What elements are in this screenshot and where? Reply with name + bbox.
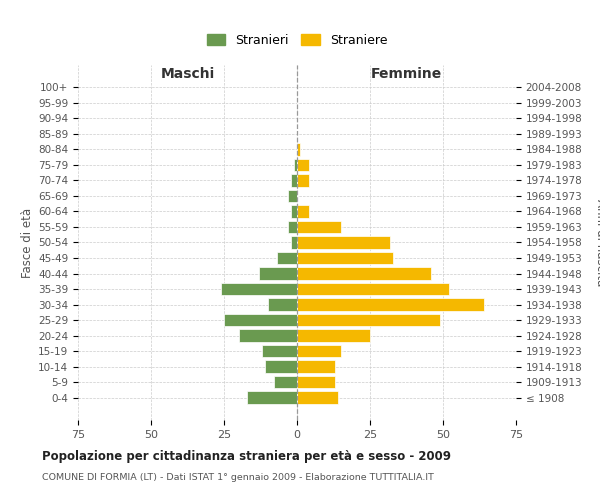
Bar [297,392,338,404]
Bar [297,221,341,233]
Bar [297,268,431,280]
Bar [291,174,297,186]
Bar [239,330,297,342]
Bar [291,236,297,248]
Bar [297,360,335,373]
Text: Popolazione per cittadinanza straniera per età e sesso - 2009: Popolazione per cittadinanza straniera p… [42,450,451,463]
Bar [268,298,297,311]
Bar [297,330,370,342]
Bar [274,376,297,388]
Bar [294,158,297,171]
Bar [297,283,449,296]
Bar [277,252,297,264]
Bar [297,143,300,156]
Bar [224,314,297,326]
Bar [291,206,297,218]
Bar [247,392,297,404]
Y-axis label: Anni di nascita: Anni di nascita [593,199,600,286]
Bar [297,298,484,311]
Legend: Stranieri, Straniere: Stranieri, Straniere [202,28,392,52]
Bar [265,360,297,373]
Bar [259,268,297,280]
Bar [297,206,308,218]
Bar [221,283,297,296]
Text: Maschi: Maschi [160,67,215,81]
Bar [297,376,335,388]
Bar [288,190,297,202]
Bar [288,221,297,233]
Text: Femmine: Femmine [371,67,442,81]
Bar [297,158,308,171]
Bar [297,236,391,248]
Text: COMUNE DI FORMIA (LT) - Dati ISTAT 1° gennaio 2009 - Elaborazione TUTTITALIA.IT: COMUNE DI FORMIA (LT) - Dati ISTAT 1° ge… [42,472,434,482]
Bar [297,174,308,186]
Bar [262,345,297,358]
Bar [297,345,341,358]
Bar [297,314,440,326]
Y-axis label: Fasce di età: Fasce di età [21,208,34,278]
Bar [297,252,394,264]
